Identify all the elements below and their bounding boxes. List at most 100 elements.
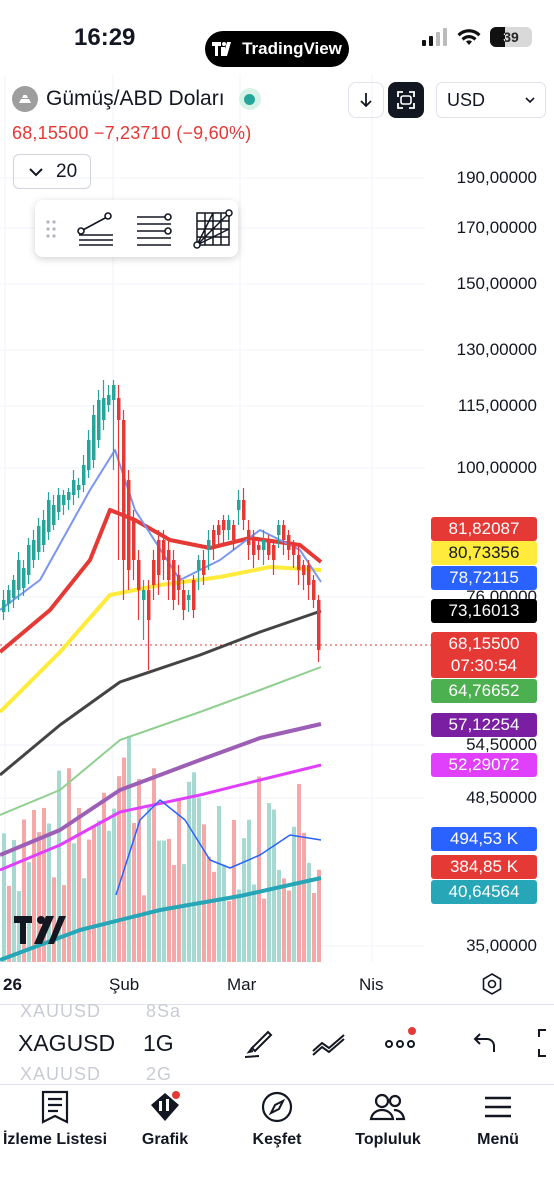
candle-body	[82, 465, 86, 485]
chevron-down-icon	[525, 97, 535, 104]
candle-body	[307, 565, 311, 585]
volume-bar	[107, 830, 111, 962]
candle-body	[72, 480, 76, 495]
price-change-line: 68,15500 −7,23710 (−9,60%)	[12, 123, 252, 143]
volume-bar	[272, 809, 276, 962]
clock: 16:29	[74, 24, 136, 51]
volume-bar	[167, 838, 171, 962]
price-scale-label: 170,00000	[456, 218, 537, 237]
volume-bar	[7, 885, 11, 962]
brush-tool-icon[interactable]	[242, 1026, 276, 1060]
symbol-title[interactable]: Gümüş/ABD Doları	[46, 87, 225, 110]
volume-bar	[302, 832, 306, 962]
arrow-down-icon	[360, 93, 372, 108]
candle-body	[52, 505, 56, 525]
bottom-navigation: İzleme Listesi Grafik Keşfet Topluluk Me…	[0, 1084, 554, 1200]
ma-black-line	[0, 609, 322, 777]
nav-chart-label: Grafik	[141, 1131, 189, 1148]
candle-body	[22, 568, 26, 588]
volume-bar	[117, 776, 121, 962]
x-axis-label-feb: Şub	[109, 975, 140, 994]
fullscreen-toggle-icon[interactable]	[534, 1026, 554, 1060]
price-scale-label: 35,00000	[466, 936, 537, 955]
candle-body	[187, 595, 191, 600]
volume-bar	[132, 822, 136, 962]
candle-body	[292, 545, 296, 555]
volume-bar	[232, 819, 236, 962]
volume-bar	[77, 807, 81, 962]
candle-body	[242, 500, 246, 520]
horizontal-lines-icon[interactable]	[135, 211, 173, 247]
candle-body	[297, 555, 301, 570]
status-bar: 16:29 TradingView 39	[0, 0, 554, 74]
cellular-signal-icon	[422, 28, 447, 46]
candle-body	[32, 540, 36, 560]
price-tag: 78,72115	[431, 566, 537, 590]
tradingview-pill[interactable]: TradingView	[205, 31, 349, 67]
candle-body	[182, 590, 186, 610]
fullscreen-button[interactable]	[388, 82, 424, 118]
trend-channel-icon[interactable]	[77, 211, 115, 247]
candle-body	[27, 545, 31, 575]
volume-bar	[137, 778, 141, 962]
volume-bar	[57, 770, 61, 962]
price-scale-label: 190,00000	[456, 168, 537, 187]
candle-body	[87, 440, 91, 470]
volume-bar	[32, 809, 36, 962]
candle-body	[302, 565, 306, 575]
candle-body	[92, 415, 96, 460]
chevron-down-icon	[29, 167, 43, 176]
volume-bar	[222, 864, 226, 962]
volume-bar	[92, 825, 96, 962]
nav-menu[interactable]: Menü	[443, 1089, 553, 1149]
chart-settings-icon[interactable]	[480, 972, 504, 996]
ma-yellow-line	[0, 565, 322, 714]
drawing-toolbar[interactable]	[35, 200, 238, 257]
drag-handle-icon[interactable]	[45, 218, 57, 240]
volume-bar	[37, 832, 41, 962]
volume-bar	[282, 878, 286, 962]
ma-magenta-line	[0, 763, 322, 872]
nav-menu-label: Menü	[477, 1131, 519, 1148]
trend-line-tool-icon[interactable]	[310, 1026, 348, 1060]
price-scale-label: 150,00000	[456, 274, 537, 293]
volume-bar	[27, 862, 31, 962]
interval-picker[interactable]: 1G	[143, 1030, 174, 1056]
candle-body	[212, 530, 216, 545]
symbol-header[interactable]: Gümüş/ABD Doları	[12, 86, 261, 112]
gann-box-icon[interactable]	[193, 208, 233, 249]
symbol-picker[interactable]: XAGUSD	[18, 1030, 116, 1056]
battery-level: 39	[503, 29, 519, 45]
battery-indicator: 39	[490, 27, 532, 47]
currency-select[interactable]: USD	[436, 82, 546, 118]
candle-body	[107, 395, 111, 405]
candle-body	[282, 525, 286, 540]
more-tools-icon[interactable]	[382, 1026, 422, 1060]
nav-community[interactable]: Topluluk	[333, 1089, 443, 1149]
candle-body	[47, 500, 51, 532]
nav-watchlist[interactable]: İzleme Listesi	[0, 1089, 110, 1149]
volume-bar	[72, 843, 76, 962]
price-tag: 384,85 K	[431, 855, 537, 879]
undo-icon[interactable]	[468, 1026, 498, 1060]
candle-body	[152, 560, 156, 585]
tradingview-watermark-logo	[14, 916, 66, 944]
candle-body	[127, 480, 131, 570]
nav-explore[interactable]: Keşfet	[222, 1089, 332, 1149]
nav-chart[interactable]: Grafik	[110, 1089, 220, 1149]
candle-body	[102, 398, 106, 420]
volume-bar	[102, 792, 106, 962]
volume-bar	[287, 890, 291, 962]
system-icons: 39	[422, 27, 532, 47]
volume-bar	[317, 869, 321, 962]
candle-body	[172, 560, 176, 600]
candle-body	[267, 540, 271, 555]
volume-bar	[237, 889, 241, 962]
nav-community-label: Topluluk	[355, 1131, 421, 1148]
tradingview-logo-icon	[212, 42, 232, 56]
fullscreen-icon	[397, 91, 415, 109]
candle-body	[97, 400, 101, 440]
candle-body	[132, 520, 136, 560]
scroll-down-button[interactable]	[348, 82, 384, 118]
lookback-dropdown[interactable]: 20	[13, 154, 91, 189]
